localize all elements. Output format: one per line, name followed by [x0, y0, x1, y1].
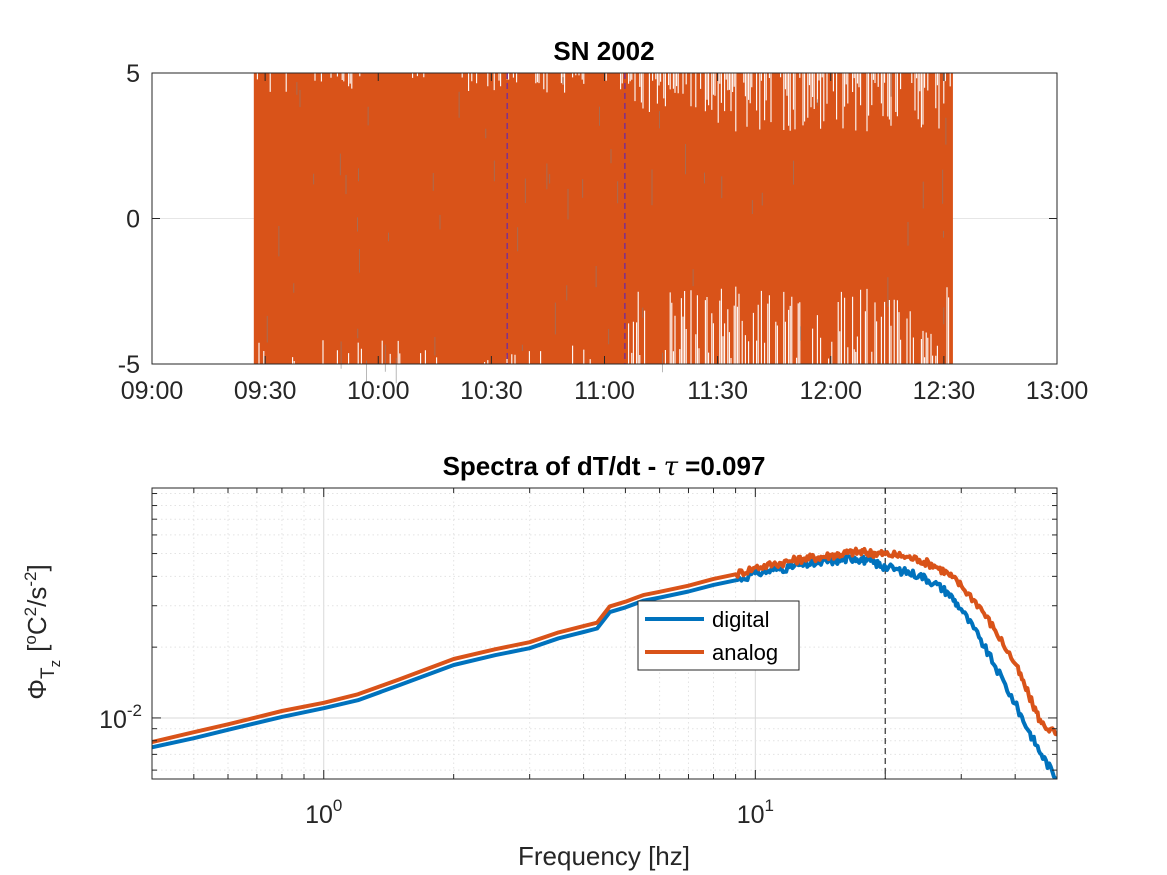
- y-label-o: o: [21, 635, 40, 644]
- y-label-neg2: -2: [21, 572, 40, 587]
- bottom-y-tick-label-0: 10-2: [99, 701, 142, 734]
- y-axis-label: ΦTz [oC2/s-2]: [21, 564, 64, 699]
- top-x-tick-label-7: 12:30: [913, 377, 976, 405]
- top-x-tick-label-5: 11:30: [687, 377, 748, 405]
- y-label-open-bracket: [: [22, 644, 52, 652]
- x-tick-base-0: 10: [305, 801, 333, 829]
- time-series-chart: 09:00 09:30 10:00 10:30 11:00 11:30 12:00 12:30…: [118, 36, 1089, 405]
- legend-box: [637, 600, 800, 671]
- top-x-tick-label-3: 10:30: [460, 377, 523, 405]
- top-x-tick-label-4: 11:00: [574, 377, 635, 405]
- x-tick-exponent-0: 0: [333, 796, 342, 815]
- signal-grey-streaks: [266, 73, 947, 384]
- top-x-tick-label-2: 10:00: [347, 377, 410, 405]
- top-signal-group: [253, 73, 953, 384]
- x-axis-label: Frequency [hz]: [518, 841, 690, 871]
- bottom-x-tick-label-1: 101: [737, 796, 774, 829]
- y-label-close-bracket: ]: [22, 564, 52, 571]
- y-label-C: C: [22, 616, 52, 635]
- legend: digital analog: [637, 600, 800, 671]
- signal-fill: [253, 73, 953, 364]
- bottom-chart-title: Spectra of dT/dt - τ =0.097: [443, 451, 766, 482]
- y-label-phi: Φ: [22, 679, 52, 700]
- bottom-series-lines: [152, 546, 1057, 779]
- top-y-tick-label-2: 5: [126, 60, 140, 88]
- legend-label-digital: digital: [712, 607, 769, 632]
- top-vertical-markers: [506, 73, 626, 364]
- tau-symbol: τ: [664, 452, 679, 482]
- y-label-sub-T: T: [38, 667, 59, 679]
- bottom-plot-area: [152, 488, 1057, 779]
- top-x-tick-label-1: 09:30: [234, 377, 297, 405]
- x-tick-base-1: 10: [737, 801, 765, 829]
- title-text: Spectra of dT/dt -: [443, 451, 664, 481]
- legend-label-analog: analog: [712, 640, 778, 665]
- bottom-x-tick-label-0: 100: [305, 796, 342, 829]
- top-chart-title: SN 2002: [553, 36, 654, 66]
- bottom-axes-box: [151, 487, 1058, 780]
- series-line-analog: [152, 546, 1057, 744]
- top-y-tick-label-1: 0: [126, 206, 140, 234]
- y-tick-base: 10: [99, 706, 127, 734]
- y-label-slash-s: /s: [22, 587, 52, 607]
- top-x-tick-label-6: 12:00: [799, 377, 862, 405]
- y-label-sq: 2: [21, 607, 40, 616]
- title-value: =0.097: [678, 451, 765, 481]
- top-y-tick-label-0: -5: [118, 351, 140, 379]
- x-tick-exponent-1: 1: [765, 796, 774, 815]
- y-tick-exponent: -2: [127, 701, 142, 720]
- signal-gaps: [256, 73, 951, 364]
- top-x-tick-label-8: 13:00: [1026, 377, 1089, 405]
- top-ticks: 09:00 09:30 10:00 10:30 11:00 11:30 12:00 12:30…: [118, 60, 1089, 405]
- y-label-sub-z: z: [47, 660, 64, 668]
- top-x-tick-label-0: 09:00: [121, 377, 184, 405]
- series-line-digital: [152, 553, 1057, 779]
